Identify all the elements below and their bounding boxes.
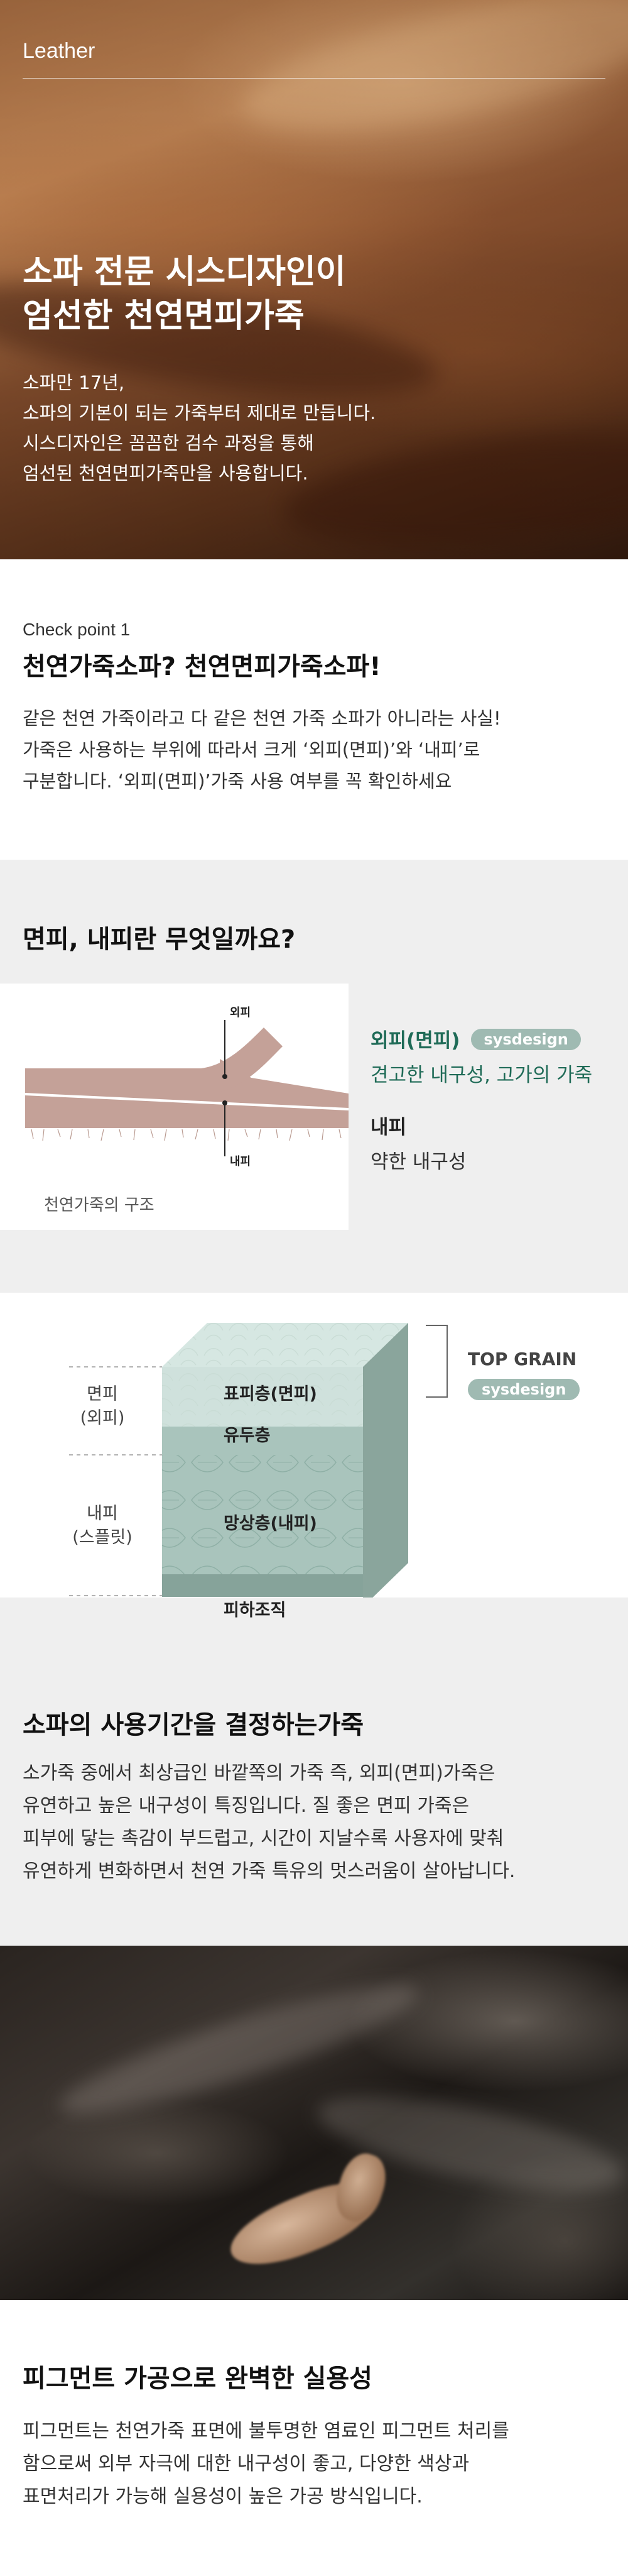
inner-skin-desc: 약한 내구성 xyxy=(371,1146,466,1174)
checkpoint-desc-line: 구분합니다. ‘외피(면피)’가죽 사용 여부를 꼭 확인하세요 xyxy=(23,765,501,797)
pigment-title: 피그먼트 가공으로 완벽한 실용성 xyxy=(23,2358,372,2394)
hero-desc-line: 엄선된 천연면피가죽만을 사용합니다. xyxy=(23,458,376,488)
diagram-caption: 천연가죽의 구조 xyxy=(44,1192,154,1215)
layer-label-reticular: 망상층(내피) xyxy=(224,1510,317,1534)
outer-skin-desc: 견고한 내구성, 고가의 가죽 xyxy=(371,1059,592,1087)
lifespan-description: 소가죽 중에서 최상급인 바깥쪽의 가죽 즉, 외피(면피)가죽은 유연하고 높… xyxy=(23,1757,515,1888)
side-label-line: (외피) xyxy=(68,1406,137,1430)
lifespan-desc-line: 유연하고 높은 내구성이 특징입니다. 질 좋은 면피 가죽은 xyxy=(23,1790,515,1822)
pigment-desc-line: 피그먼트는 천연가죽 표면에 불투명한 염료인 피그먼트 처리를 xyxy=(23,2415,509,2448)
checkpoint-title: 천연가죽소파? 천연면피가죽소파! xyxy=(23,646,381,682)
sysdesign-badge: sysdesign xyxy=(471,1029,580,1050)
checkpoint-desc-line: 가죽은 사용하는 부위에 따라서 크게 ‘외피(면피)’와 ‘내피’로 xyxy=(23,734,501,765)
side-label-line: 내피 xyxy=(68,1502,137,1526)
outer-skin-label: 외피 xyxy=(230,1004,251,1020)
hero-desc-line: 소파만 17년, xyxy=(23,368,376,398)
bottom-layer-side-label: 내피 (스플릿) xyxy=(68,1502,137,1550)
side-label-line: (스플릿) xyxy=(68,1526,137,1550)
inner-skin-label: 내피 xyxy=(230,1153,251,1169)
pigment-desc-line: 표면처리가 가능해 실용성이 높은 가공 방식입니다. xyxy=(23,2480,509,2513)
checkpoint-desc-line: 같은 천연 가죽이라고 다 같은 천연 가죽 소파가 아니라는 사실! xyxy=(23,703,501,734)
pigment-description: 피그먼트는 천연가죽 표면에 불투명한 염료인 피그먼트 처리를 함으로써 외부… xyxy=(23,2415,509,2513)
hero-divider xyxy=(23,78,605,79)
leather-layers-card xyxy=(0,1293,628,1598)
layer-label-subcutaneous: 피하조직 xyxy=(224,1596,286,1621)
hero-title-line: 소파 전문 시스디자인이 xyxy=(23,250,346,294)
top-layer-side-label: 면피 (외피) xyxy=(68,1383,137,1430)
outer-skin-title: 외피(면피) sysdesign xyxy=(371,1024,592,1053)
dark-leather-photo xyxy=(0,1946,628,2300)
skin-section-title: 면피, 내피란 무엇일까요? xyxy=(23,919,295,955)
inner-skin-definition: 내피 약한 내구성 xyxy=(371,1111,466,1174)
pigment-desc-line: 함으로써 외부 자극에 대한 내구성이 좋고, 다양한 색상과 xyxy=(23,2448,509,2480)
leather-layers-diagram xyxy=(0,1293,628,1598)
checkpoint-description: 같은 천연 가죽이라고 다 같은 천연 가죽 소파가 아니라는 사실! 가죽은 … xyxy=(23,703,501,797)
fiber-texture xyxy=(31,1129,341,1141)
lifespan-desc-line: 소가죽 중에서 최상급인 바깥쪽의 가죽 즉, 외피(면피)가죽은 xyxy=(23,1757,515,1790)
checkpoint-label: Check point 1 xyxy=(23,620,130,640)
lifespan-desc-line: 피부에 닿는 촉감이 부드럽고, 시간이 지날수록 사용자에 맞춰 xyxy=(23,1822,515,1855)
hero-description: 소파만 17년, 소파의 기본이 되는 가죽부터 제대로 만듭니다. 시스디자인… xyxy=(23,368,376,488)
inner-skin-title: 내피 xyxy=(371,1111,466,1139)
outer-skin-title-text: 외피(면피) xyxy=(371,1029,460,1052)
outer-skin-definition: 외피(면피) sysdesign 견고한 내구성, 고가의 가죽 xyxy=(371,1024,592,1087)
layer-label-epidermis: 표피층(면피) xyxy=(224,1380,317,1405)
top-grain-bracket xyxy=(426,1325,447,1397)
lifespan-title: 소파의 사용기간을 결정하는가죽 xyxy=(23,1704,364,1741)
lifespan-desc-line: 유연하게 변화하면서 천연 가죽 특유의 멋스러움이 살아납니다. xyxy=(23,1855,515,1888)
block-side-face xyxy=(363,1323,408,1598)
layer-subcutaneous xyxy=(162,1574,363,1597)
side-label-line: 면피 xyxy=(68,1383,137,1406)
hero-category-label: Leather xyxy=(23,39,95,63)
hero-desc-line: 시스디자인은 꼼꼼한 검수 과정을 통해 xyxy=(23,428,376,458)
hero-title: 소파 전문 시스디자인이 엄선한 천연면피가죽 xyxy=(23,250,346,338)
top-grain-label: TOP GRAIN xyxy=(468,1349,577,1369)
hero-desc-line: 소파의 기본이 되는 가죽부터 제대로 만듭니다. xyxy=(23,398,376,428)
layer-label-papillary: 유두층 xyxy=(224,1422,271,1446)
sysdesign-badge-2: sysdesign xyxy=(468,1379,580,1400)
hero-title-line: 엄선한 천연면피가죽 xyxy=(23,294,346,338)
